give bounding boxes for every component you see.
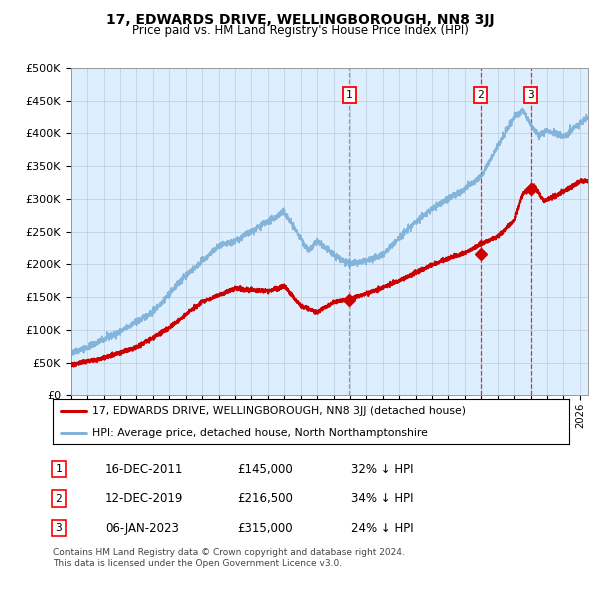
Text: 34% ↓ HPI: 34% ↓ HPI xyxy=(351,492,413,505)
Bar xyxy=(559,68,588,395)
Text: 24% ↓ HPI: 24% ↓ HPI xyxy=(351,522,413,535)
Text: 12-DEC-2019: 12-DEC-2019 xyxy=(105,492,184,505)
Text: 32% ↓ HPI: 32% ↓ HPI xyxy=(351,463,413,476)
Text: £145,000: £145,000 xyxy=(237,463,293,476)
Text: Contains HM Land Registry data © Crown copyright and database right 2024.: Contains HM Land Registry data © Crown c… xyxy=(53,548,404,556)
Text: 06-JAN-2023: 06-JAN-2023 xyxy=(105,522,179,535)
Text: 3: 3 xyxy=(527,90,534,100)
Text: 1: 1 xyxy=(55,464,62,474)
Text: 17, EDWARDS DRIVE, WELLINGBOROUGH, NN8 3JJ (detached house): 17, EDWARDS DRIVE, WELLINGBOROUGH, NN8 3… xyxy=(91,406,466,416)
Text: This data is licensed under the Open Government Licence v3.0.: This data is licensed under the Open Gov… xyxy=(53,559,342,568)
Text: 17, EDWARDS DRIVE, WELLINGBOROUGH, NN8 3JJ: 17, EDWARDS DRIVE, WELLINGBOROUGH, NN8 3… xyxy=(106,13,494,27)
Text: 1: 1 xyxy=(346,90,353,100)
Bar xyxy=(559,68,588,395)
Text: 3: 3 xyxy=(55,523,62,533)
Text: £315,000: £315,000 xyxy=(237,522,293,535)
Text: £216,500: £216,500 xyxy=(237,492,293,505)
Text: HPI: Average price, detached house, North Northamptonshire: HPI: Average price, detached house, Nort… xyxy=(91,428,427,438)
Text: 2: 2 xyxy=(477,90,484,100)
Text: 2: 2 xyxy=(55,494,62,503)
Text: Price paid vs. HM Land Registry's House Price Index (HPI): Price paid vs. HM Land Registry's House … xyxy=(131,24,469,37)
Text: 16-DEC-2011: 16-DEC-2011 xyxy=(105,463,184,476)
